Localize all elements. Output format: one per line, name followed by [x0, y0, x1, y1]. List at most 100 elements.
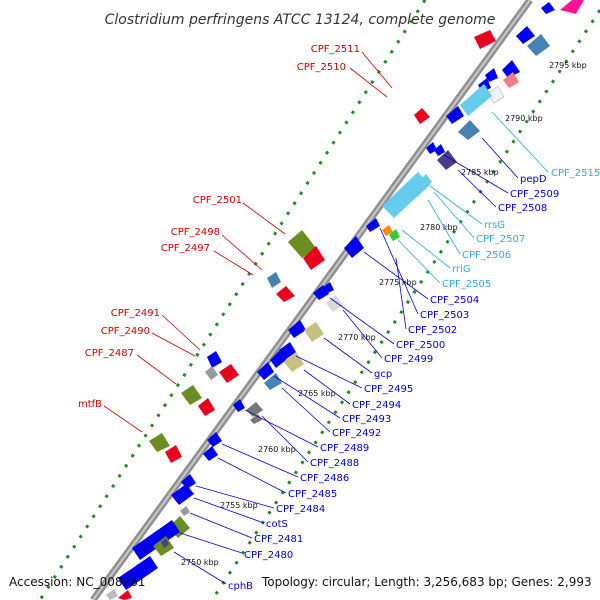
label-rrsg: rrsG — [484, 220, 505, 231]
label-cpf2487: CPF_2487 — [85, 348, 134, 359]
cds-reverse-cpf2509 — [426, 142, 437, 154]
cds-reverse-cpf2505-a — [382, 225, 393, 236]
cds-reverse-cphb-c — [118, 556, 158, 590]
leader-cpf2510 — [349, 67, 388, 98]
kbp-tick-2765: 2765 kbp — [298, 389, 336, 398]
forward-labels — [103, 51, 393, 433]
cds-forward-cpf2501-b — [303, 246, 325, 270]
leader-cpf2505 — [397, 239, 441, 284]
label-cpf2509: CPF_2509 — [510, 189, 559, 200]
leader-rrlg — [401, 229, 451, 269]
label-cpf2488: CPF_2488 — [310, 458, 359, 469]
label-cpf2498: CPF_2498 — [171, 227, 220, 238]
label-cpf2504: CPF_2504 — [430, 295, 479, 306]
label-rrlg: rrlG — [452, 264, 471, 275]
rrna-reverse-rrlg — [410, 174, 432, 198]
reverse-leaders — [173, 111, 549, 585]
genome-backbone-highlight — [92, 0, 531, 600]
leader-cpf2497 — [213, 250, 254, 276]
leader-gcp — [323, 337, 373, 374]
cds-reverse-cpf2504 — [344, 236, 364, 258]
cds-reverse-cpf2489 — [233, 399, 245, 412]
leader-cpf2499 — [342, 309, 383, 359]
label-cpf2492: CPF_2492 — [332, 428, 381, 439]
cds-forward-cpf2510 — [414, 108, 430, 124]
leader-cots — [193, 497, 265, 524]
leader-cpf2508 — [457, 169, 497, 208]
leader-cpf2494 — [303, 369, 351, 405]
leader-cpf2490 — [151, 332, 196, 357]
label-cpf2480: CPF_2480 — [244, 550, 293, 561]
cds-reverse-pepd-a — [487, 85, 505, 104]
cds-reverse-cpf2500-b — [322, 282, 334, 294]
kbp-ticks: 2795 kbp 2790 kbp 2785 kbp 2780 kbp 2775… — [181, 61, 587, 567]
label-cpf2510: CPF_2510 — [297, 62, 346, 73]
cds-reverse-cpf2508 — [437, 150, 457, 170]
cds-reverse-cpf2499 — [326, 295, 343, 312]
label-cpf2490: CPF_2490 — [101, 326, 150, 337]
cds-forward-cpf2497 — [276, 286, 295, 302]
label-cpf2497: CPF_2497 — [161, 243, 210, 254]
cds-forward-cpf2487-a — [181, 385, 202, 405]
cds-reverse-cpf2505-b — [389, 229, 400, 241]
label-cpf2507: CPF_2507 — [476, 234, 525, 245]
leader-cpf2498 — [221, 234, 263, 271]
leader-cpf2488 — [261, 415, 309, 463]
label-cpf2493: CPF_2493 — [342, 414, 391, 425]
cds-reverse-cpf2481 — [180, 506, 190, 516]
label-cpf2481: CPF_2481 — [254, 534, 303, 545]
forward-label-texts: CPF_2511 CPF_2510 CPF_2501 CPF_2498 CPF_… — [78, 44, 360, 410]
label-cpf2489: CPF_2489 — [320, 443, 369, 454]
cds-reverse-cpf2488 — [246, 402, 263, 417]
cds-reverse-cpf2515-a — [527, 34, 550, 56]
label-cpf2508: CPF_2508 — [498, 203, 547, 214]
kbp-tick-2780: 2780 kbp — [420, 223, 458, 232]
cds-reverse-cpf2509-b — [434, 144, 445, 156]
leader-cpf2491 — [161, 314, 201, 351]
label-pepd: pepD — [520, 174, 547, 185]
leader-cpf2501 — [242, 202, 286, 235]
label-cpf2500: CPF_2500 — [396, 340, 445, 351]
cds-reverse-cpf2486 — [207, 432, 222, 447]
kbp-tick-2770: 2770 kbp — [338, 333, 376, 342]
cds-reverse-bottom-red — [118, 590, 132, 600]
cds-reverse-cpf2485 — [203, 446, 218, 461]
label-cpf2503: CPF_2503 — [420, 310, 469, 321]
cds-reverse-cpf2480-b — [132, 520, 180, 560]
label-cpf2511: CPF_2511 — [311, 44, 360, 55]
leader-cpf2485 — [217, 457, 287, 494]
kbp-tick-2750: 2750 kbp — [181, 558, 219, 567]
leader-cpf2509 — [443, 154, 509, 194]
label-cpf2515: CPF_2515 — [551, 168, 600, 179]
cds-forward-cpf2491 — [207, 351, 222, 368]
kbp-tick-2795: 2795 kbp — [549, 61, 587, 70]
leader-cpf2511 — [361, 51, 393, 89]
cds-reverse-bottom-grey — [106, 589, 118, 600]
cds-reverse-gcp-b — [304, 322, 324, 342]
reverse-strand-features — [106, 0, 584, 600]
leader-cpf2503 — [379, 227, 419, 315]
cds-reverse-cpf2495-b — [270, 350, 286, 368]
label-cots: cotS — [266, 519, 288, 530]
cds-reverse-top-magenta — [560, 0, 584, 14]
topology-text: Topology: circular; Length: 3,256,683 bp… — [261, 575, 592, 589]
label-cpf2485: CPF_2485 — [288, 489, 337, 500]
cds-reverse-cphb-b — [161, 538, 169, 548]
cds-reverse-cpf2488-b — [250, 414, 262, 424]
label-cpf2502: CPF_2502 — [408, 325, 457, 336]
cds-forward-cpf2498 — [267, 272, 281, 288]
leader-cpf2487 — [136, 354, 177, 385]
cds-reverse-pepd-b — [446, 106, 464, 124]
cds-forward-cpf2511 — [474, 30, 496, 49]
cds-reverse-pepd-c — [458, 120, 480, 140]
cds-reverse-cpf2493 — [257, 362, 274, 380]
cds-reverse-cpf2515-c — [485, 68, 498, 82]
label-cpf2505: CPF_2505 — [442, 279, 491, 290]
forward-strand-features — [149, 30, 496, 463]
genome-title: Clostridium perfringens ATCC 13124, comp… — [105, 12, 496, 28]
kbp-tick-2790: 2790 kbp — [505, 114, 543, 123]
cds-reverse-top-a — [541, 2, 555, 14]
kbp-tick-2775: 2775 kbp — [379, 278, 417, 287]
leader-cpf2484 — [195, 485, 275, 509]
cds-reverse-cpf2515-b — [502, 60, 520, 78]
